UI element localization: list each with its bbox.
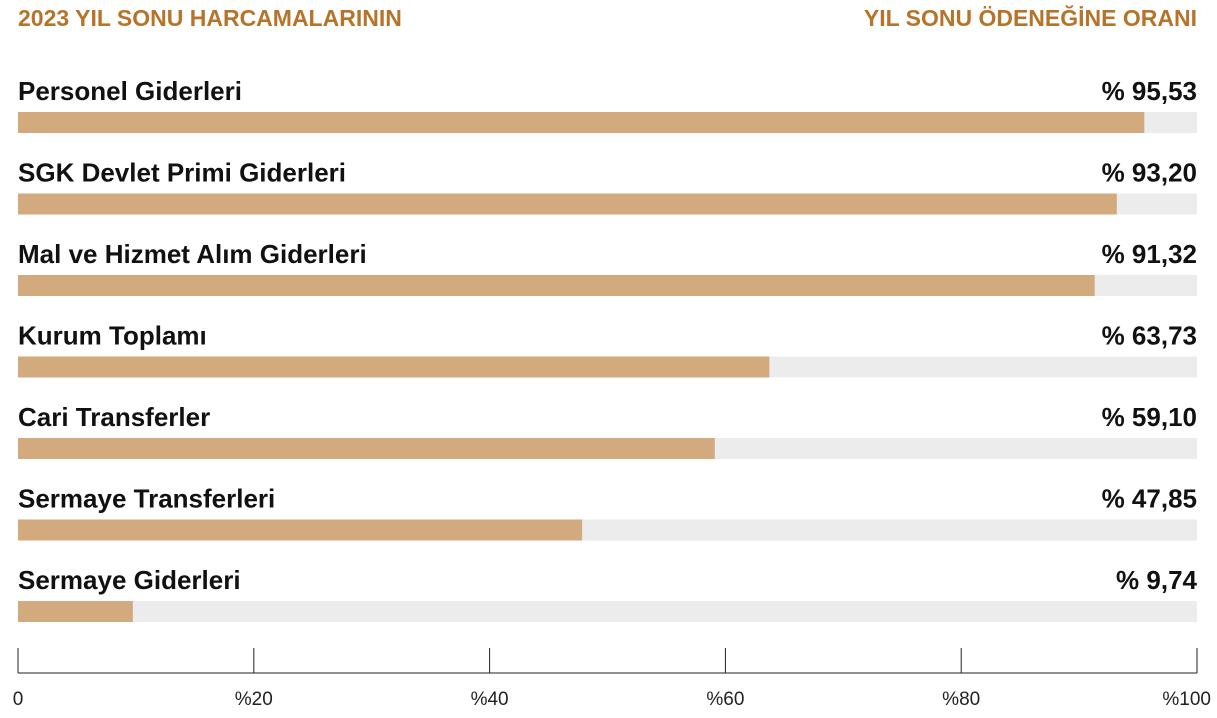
x-tick-label: %40 [471,689,509,710]
value-label: % 95,53 [1102,76,1197,106]
category-label: Personel Giderleri [18,76,242,106]
bar [18,275,1095,296]
bar [18,601,133,622]
category-label: Cari Transferler [18,402,210,432]
value-label: % 9,74 [1116,565,1197,595]
bar [18,193,1117,215]
value-label: % 63,73 [1102,320,1197,350]
chart-subtitle: YIL SONU ÖDENEĞİNE ORANI [864,4,1197,31]
x-tick-label: 0 [13,689,24,710]
category-label: Sermaye Transferleri [18,483,275,513]
bar [18,356,770,378]
category-label: SGK Devlet Primi Giderleri [18,157,346,187]
value-label: % 47,85 [1102,483,1197,513]
bar [18,112,1145,133]
bar [18,438,715,459]
value-label: % 59,10 [1102,402,1197,432]
category-label: Mal ve Hizmet Alım Giderleri [18,239,367,269]
value-label: % 93,20 [1102,157,1197,187]
bar-track [18,601,1197,622]
x-tick-label: %60 [706,689,744,710]
x-tick-label: %80 [942,689,980,710]
x-tick-label: %100 [1162,689,1211,710]
x-tick-label: %20 [235,689,273,710]
category-label: Kurum Toplamı [18,320,207,350]
value-label: % 91,32 [1102,239,1197,269]
category-label: Sermaye Giderleri [18,565,241,595]
chart-title: 2023 YIL SONU HARCAMALARININ [18,5,402,31]
bar [18,519,583,541]
